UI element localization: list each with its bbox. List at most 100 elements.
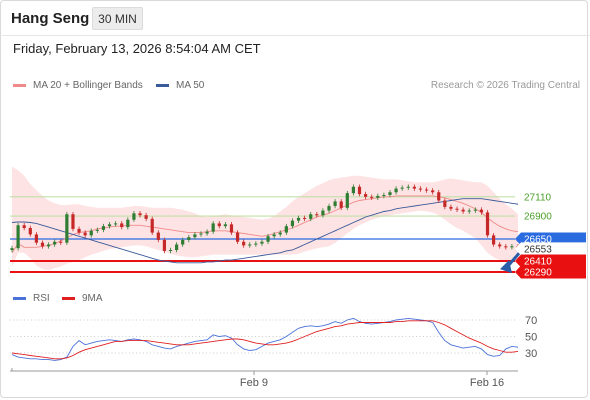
candle-body-20	[132, 213, 136, 220]
level-label-27110: 27110	[524, 192, 552, 203]
candle-body-34	[217, 223, 221, 227]
candle-body-4	[34, 234, 38, 243]
candle-body-76	[473, 209, 477, 211]
ma20-line	[11, 195, 519, 254]
candle-body-63	[394, 188, 398, 193]
candle-body-35	[223, 224, 227, 227]
candle-body-37	[235, 232, 240, 242]
candle-body-55	[345, 193, 349, 208]
candle-body-26	[168, 250, 173, 251]
ma20-swatch	[13, 84, 26, 87]
candle-body-5	[40, 242, 45, 247]
candle-body-71	[443, 200, 447, 207]
candle-body-70	[437, 192, 441, 201]
level-label-26290: 26290	[524, 268, 552, 279]
candle-body-13	[89, 230, 93, 236]
candle-body-23	[150, 218, 154, 233]
candle-body-30	[193, 234, 197, 238]
candle-body-65	[406, 186, 410, 188]
candle-body-39	[248, 244, 252, 246]
candle-body-53	[333, 201, 337, 206]
candle-body-62	[388, 192, 392, 195]
legend-ma20: MA 20 + Bollinger Bands	[13, 80, 143, 91]
candle-body-0	[10, 248, 14, 250]
candle-body-28	[181, 239, 185, 245]
candle-body-56	[351, 186, 355, 194]
candle-body-74	[461, 209, 465, 212]
candle-body-41	[260, 241, 264, 244]
candle-body-33	[211, 223, 215, 232]
candle-body-59	[370, 196, 374, 198]
candle-body-68	[424, 189, 429, 191]
candle-body-69	[431, 190, 435, 193]
candle-body-48	[303, 217, 307, 219]
candle-body-19	[126, 219, 130, 228]
rsi-tick-70: 70	[525, 315, 537, 327]
candle-body-77	[479, 209, 484, 213]
candle-body-7	[53, 241, 57, 245]
candle-body-66	[412, 186, 416, 189]
level-tag-26650	[515, 232, 586, 246]
research-credit: Research © 2026 Trading Central	[430, 80, 580, 91]
ma50-swatch	[156, 84, 169, 87]
candle-body-21	[138, 213, 142, 216]
candle-body-15	[101, 226, 106, 230]
candle-body-17	[114, 223, 118, 225]
candle-body-45	[284, 226, 288, 233]
header-bar: Hang Seng 30 MIN	[0, 0, 590, 36]
candle-body-67	[418, 188, 423, 190]
candle-body-75	[467, 210, 471, 212]
level-label-26553: 26553	[524, 244, 552, 255]
candle-body-2	[22, 225, 26, 228]
candle-body-51	[321, 210, 325, 216]
x-tick-label-0: Feb 9	[240, 377, 268, 389]
candle-body-44	[278, 232, 282, 235]
rsi-tick-30: 30	[525, 348, 537, 360]
candle-body-49	[309, 214, 313, 219]
rsi-series-rsi	[11, 317, 519, 361]
candle-body-1	[16, 225, 20, 249]
candle-body-14	[95, 229, 99, 231]
candle-body-61	[382, 195, 386, 196]
candle-body-78	[485, 212, 490, 236]
timeframe-badge[interactable]: 30 MIN	[92, 7, 143, 30]
candle-body-54	[339, 201, 343, 208]
candle-body-11	[77, 228, 81, 233]
candle-body-57	[357, 186, 362, 195]
candle-body-9	[65, 214, 69, 243]
candle-body-36	[229, 224, 234, 233]
forecast-arrow-head	[500, 260, 512, 274]
ma50-line	[11, 198, 519, 264]
candle-body-73	[455, 208, 459, 210]
candle-body-79	[492, 235, 496, 245]
legend-rsi-label: RSI	[33, 293, 50, 304]
candle-body-18	[120, 223, 124, 228]
legend-ma50-label: MA 50	[176, 80, 205, 91]
candle-body-24	[156, 232, 160, 240]
timestamp-label: Friday, February 13, 2026 8:54:04 AM CET	[13, 41, 261, 56]
candle-body-46	[290, 220, 295, 227]
candle-body-43	[272, 234, 276, 237]
rsi-tick-50: 50	[525, 332, 537, 344]
candle-body-80	[498, 244, 502, 247]
candle-body-25	[162, 239, 167, 251]
candle-body-50	[315, 214, 319, 216]
candle-body-58	[363, 194, 368, 197]
candle-body-6	[46, 244, 51, 247]
candle-body-29	[187, 237, 191, 240]
candle-body-38	[242, 241, 246, 246]
candle-body-12	[83, 232, 87, 236]
legend-9ma-label: 9MA	[82, 293, 103, 304]
candle-body-82	[510, 246, 514, 248]
candle-body-42	[266, 236, 270, 242]
candle-body-27	[175, 244, 179, 250]
candle-body-31	[199, 233, 203, 235]
level-tag-26553	[515, 242, 586, 256]
candle-body-60	[376, 195, 380, 198]
candle-body-72	[449, 206, 453, 209]
candle-body-16	[107, 224, 112, 227]
legend-ma50: MA 50	[156, 80, 204, 91]
x-tick-label-1: Feb 16	[470, 377, 504, 389]
